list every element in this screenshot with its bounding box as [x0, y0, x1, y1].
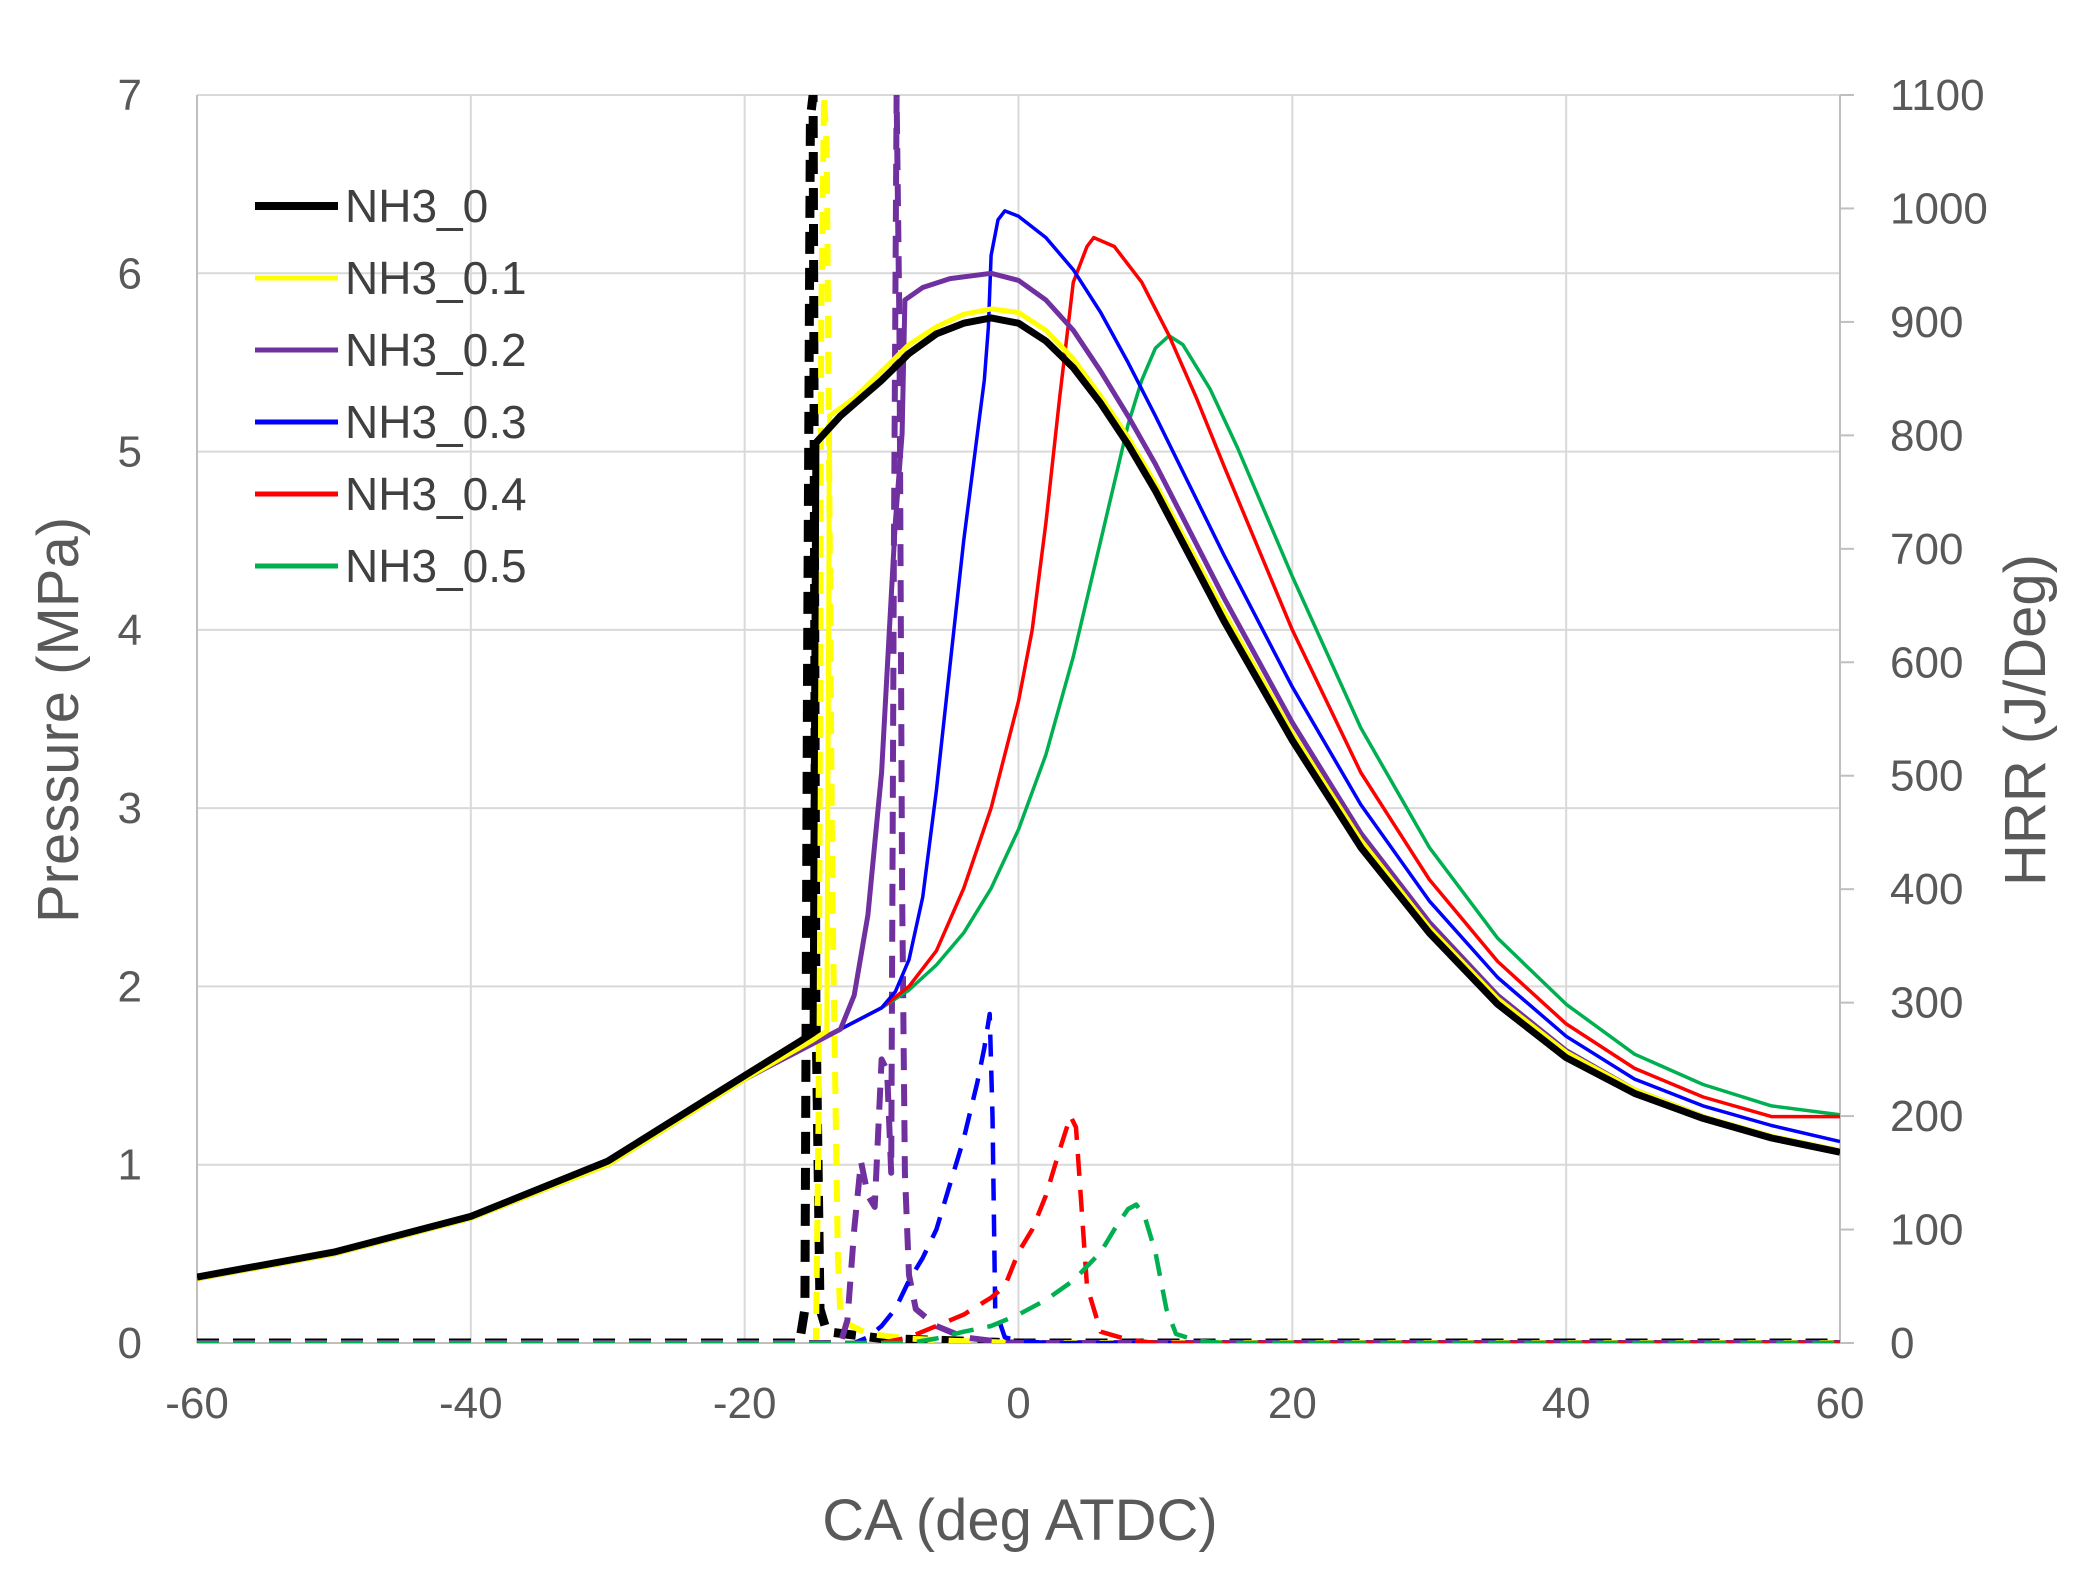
legend-label: NH3_0 — [345, 180, 488, 232]
y2-tick-label: 500 — [1890, 752, 1963, 801]
y2-tick-label: 1000 — [1890, 184, 1988, 233]
y2-tick-label: 1100 — [1890, 71, 1985, 120]
y2-tick-label: 0 — [1890, 1319, 1914, 1368]
x-axis-title: CA (deg ATDC) — [822, 1488, 1217, 1553]
x-tick-label: 20 — [1268, 1379, 1317, 1428]
pressure-line-NH3_0 — [197, 314, 1840, 1281]
legend-label: NH3_0.2 — [345, 324, 527, 376]
hrr-line-NH3_0-4 — [197, 1113, 1840, 1343]
y2-tick-label: 800 — [1890, 411, 1963, 460]
y2-tick-label: 600 — [1890, 638, 1963, 687]
y-tick-label: 1 — [118, 1141, 142, 1190]
y-tick-label: 6 — [118, 249, 142, 298]
y2-axis-title: HRR (J/Deg) — [1993, 554, 2058, 886]
y2-tick-label: 300 — [1890, 979, 1963, 1028]
y-tick-label: 5 — [118, 428, 142, 477]
legend-label: NH3_0.4 — [345, 468, 527, 520]
x-tick-label: -20 — [713, 1379, 777, 1428]
y2-tick-label: 200 — [1890, 1092, 1963, 1141]
y-tick-label: 7 — [118, 71, 142, 120]
x-tick-label: 60 — [1816, 1379, 1865, 1428]
legend-label: NH3_0.1 — [345, 252, 527, 304]
legend-label: NH3_0.3 — [345, 396, 527, 448]
hrr-line-NH3_0-1 — [197, 95, 1840, 1343]
y-tick-label: 3 — [118, 784, 142, 833]
y-tick-label: 2 — [118, 962, 142, 1011]
legend: NH3_0 NH3_0.1 NH3_0.2 NH3_0.3 NH3_0.4 NH3_0.5 — [255, 180, 527, 592]
x-tick-label: 40 — [1542, 1379, 1591, 1428]
legend-label: NH3_0.5 — [345, 540, 527, 592]
y-axis-title: Pressure (MPa) — [26, 517, 91, 923]
hrr-line-NH3_0-5 — [197, 1202, 1840, 1343]
y-tick-label: 0 — [118, 1319, 142, 1368]
pressure-series-group — [197, 209, 1840, 1282]
x-tick-label: -60 — [165, 1379, 229, 1428]
hrr-line-NH3_0-3 — [197, 1011, 1840, 1343]
y2-tick-label: 900 — [1890, 298, 1963, 347]
hrr-line-NH3_0-2 — [197, 95, 1840, 1343]
y2-tick-label: 700 — [1890, 525, 1963, 574]
y2-tick-label: 100 — [1890, 1206, 1963, 1255]
x-tick-label: 0 — [1006, 1379, 1030, 1428]
tick-labels: -60 -40 -20 0 20 40 60012345670100200300400500… — [118, 71, 1988, 1428]
y2-tick-label: 400 — [1890, 865, 1963, 914]
x-tick-label: -40 — [439, 1379, 503, 1428]
y-tick-label: 4 — [118, 606, 142, 655]
hrr-series-group — [197, 95, 1840, 1343]
